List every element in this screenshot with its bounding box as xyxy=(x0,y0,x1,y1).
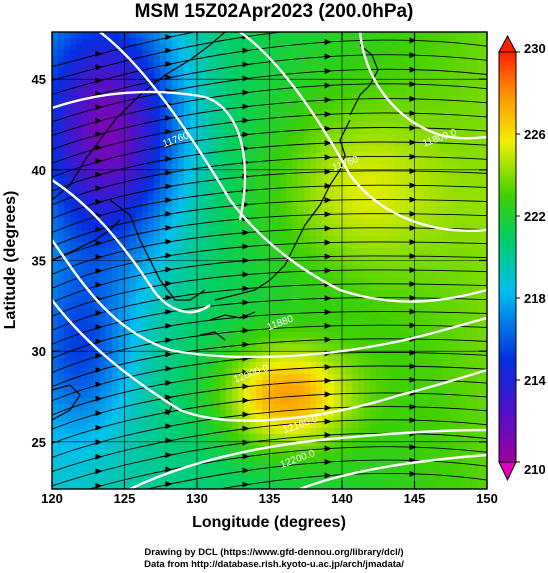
height-contours xyxy=(52,32,487,489)
x-tick-label: 135 xyxy=(259,491,281,506)
lat-lon-grid xyxy=(52,32,487,489)
x-tick-label: 140 xyxy=(331,491,353,506)
colorbar-tick-label: 210 xyxy=(524,462,546,477)
colorbar-tick-label: 222 xyxy=(524,209,546,224)
y-axis-label: Latitude (degrees) xyxy=(2,191,19,330)
x-axis-label: Longitude (degrees) xyxy=(192,514,346,531)
colorbar-tick-label: 218 xyxy=(524,291,546,306)
map-title: MSM 15Z02Apr2023 (200.0hPa) xyxy=(134,1,414,22)
colorbar-top-arrow xyxy=(498,34,517,53)
colorbar-tick-label: 230 xyxy=(524,41,546,56)
credit-drawing: Drawing by DCL (https://www.gfd-dennou.o… xyxy=(144,547,404,558)
y-tick-label: 25 xyxy=(32,435,46,450)
colorbar xyxy=(498,34,517,482)
x-tick-label: 145 xyxy=(404,491,426,506)
x-tick-label: 130 xyxy=(186,491,208,506)
colorbar-tick-label: 214 xyxy=(524,373,546,388)
wind-streamlines xyxy=(52,32,487,489)
colorbar-ticks: 210 214 218 222 226 230 xyxy=(516,41,546,477)
credit-data: Data from http://database.rish.kyoto-u.a… xyxy=(144,559,404,570)
coastlines xyxy=(52,32,379,421)
y-axis-ticks: 25 30 35 40 45 xyxy=(32,72,487,450)
x-axis-ticks: 120 125 130 135 140 145 150 xyxy=(41,32,498,506)
temperature-shading xyxy=(52,32,487,489)
x-tick-label: 125 xyxy=(114,491,136,506)
y-tick-label: 40 xyxy=(32,163,46,178)
y-tick-label: 45 xyxy=(32,72,46,87)
colorbar-tick-label: 226 xyxy=(524,127,546,142)
x-tick-label: 150 xyxy=(476,491,498,506)
colorbar-bottom-arrow xyxy=(498,461,517,482)
y-tick-label: 35 xyxy=(32,254,46,269)
x-tick-label: 120 xyxy=(41,491,63,506)
y-tick-label: 30 xyxy=(32,344,46,359)
